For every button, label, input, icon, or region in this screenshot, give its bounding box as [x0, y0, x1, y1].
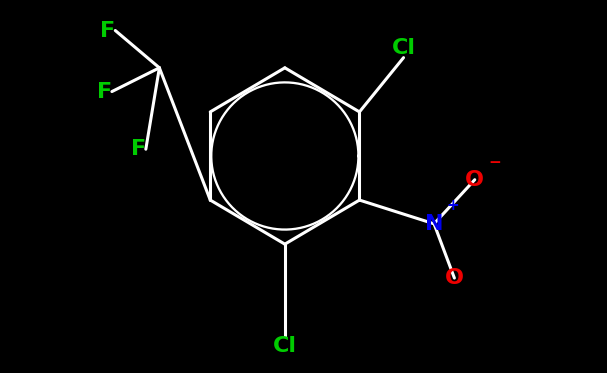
Text: F: F	[100, 21, 115, 41]
Text: N: N	[425, 214, 443, 234]
Text: +: +	[446, 198, 459, 213]
Text: O: O	[445, 268, 464, 288]
Text: O: O	[465, 170, 484, 190]
Text: Cl: Cl	[392, 38, 416, 58]
Text: F: F	[131, 139, 146, 159]
Text: F: F	[97, 82, 112, 101]
Text: Cl: Cl	[273, 336, 297, 356]
Text: −: −	[488, 155, 501, 170]
